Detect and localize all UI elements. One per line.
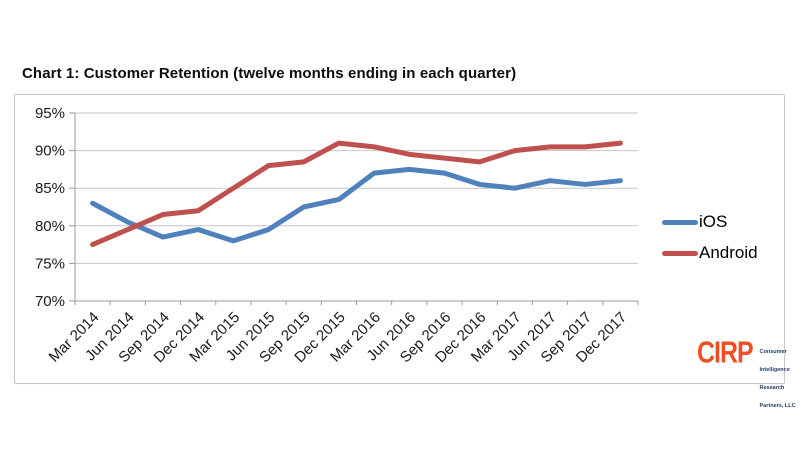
cirp-logo-line: Consumer (759, 349, 787, 355)
legend-item-android: Android (662, 243, 782, 263)
chart-legend: iOS Android (662, 212, 782, 274)
chart-title: Chart 1: Customer Retention (twelve mont… (22, 65, 517, 82)
y-tick-label: 95% (35, 105, 65, 122)
y-tick-label: 75% (35, 255, 65, 272)
y-tick-label: 85% (35, 180, 65, 197)
cirp-logo-line: Intelligence (759, 367, 790, 373)
cirp-logo-line: Research (759, 385, 785, 391)
legend-label-ios: iOS (699, 212, 728, 231)
y-tick-label: 90% (35, 143, 65, 160)
cirp-brand-text: CIRP (697, 335, 754, 370)
legend-item-ios: iOS (662, 212, 782, 232)
cirp-logo: CIRP Consumer Intelligence Research Part… (697, 335, 796, 412)
legend-swatch-android-icon (662, 250, 698, 256)
series-line-ios (90, 166, 623, 244)
series-line-android (90, 140, 623, 248)
cirp-logo-line: Partners, LLC (759, 403, 796, 409)
legend-swatch-ios-icon (662, 219, 698, 225)
y-tick-label: 70% (35, 293, 65, 310)
cirp-logo-subtext: Consumer Intelligence Research Partners,… (760, 340, 796, 412)
chart-box (14, 94, 785, 384)
legend-label-android: Android (699, 243, 758, 262)
y-tick-label: 80% (35, 218, 65, 235)
